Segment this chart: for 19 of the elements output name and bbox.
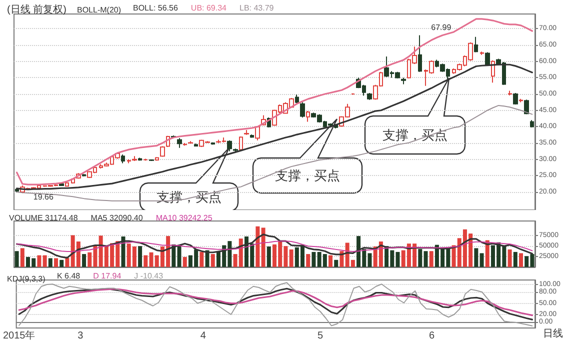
text: BOLL: 56.56 [133, 4, 178, 12]
text: 日线 [543, 328, 563, 340]
annotation: 19.66 [33, 192, 54, 202]
chart-subtitle: BOLL-M(20) [77, 6, 122, 14]
text: MA10 39242.25 [156, 214, 213, 222]
text: UB: 69.34 [190, 4, 228, 12]
x-tick-label: 2015年 [2, 330, 36, 342]
series-label: K 6.48 [57, 272, 81, 280]
x-tick-label: 6 [429, 330, 436, 342]
series-label: D 17.94 [93, 272, 122, 280]
x-tick-label: 4 [200, 330, 206, 342]
series-label: VOLUME 31174.48 [9, 214, 78, 222]
text: LB: 43.79 [240, 4, 274, 12]
series-label: J -10.43 [134, 272, 164, 280]
chart-title: (日线 前复权) [7, 4, 66, 16]
x-tick-label: 3 [78, 330, 84, 342]
x-tick-label: 5 [317, 330, 324, 342]
text: MA5 32090.40 [90, 214, 144, 222]
annotation: 67.99 [431, 22, 452, 32]
